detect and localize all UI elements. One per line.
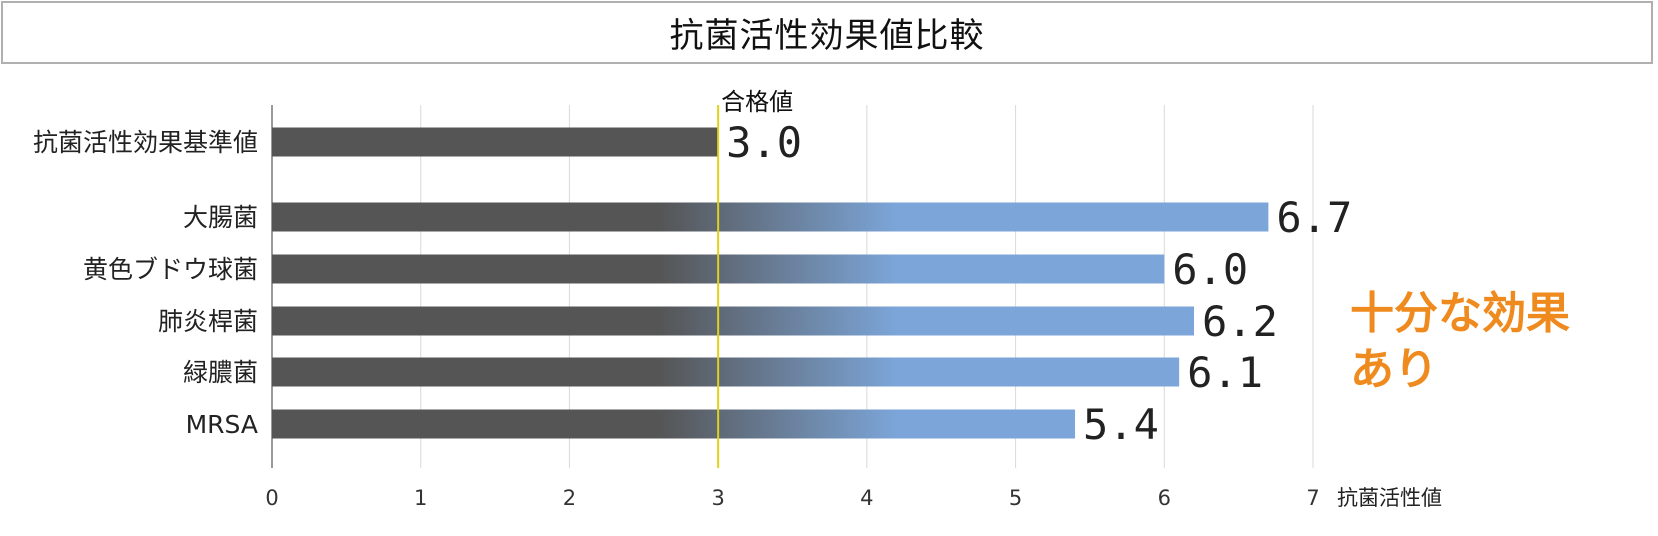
value-label: 6.1 bbox=[1187, 348, 1263, 397]
value-label: 6.2 bbox=[1202, 297, 1278, 346]
category-label: MRSA bbox=[186, 410, 258, 439]
value-label: 6.0 bbox=[1172, 245, 1248, 294]
bars bbox=[272, 127, 1269, 439]
reference-label: 合格値 bbox=[721, 88, 793, 116]
bar bbox=[272, 409, 1076, 439]
x-tick-label: 2 bbox=[563, 486, 576, 510]
x-tick-label: 6 bbox=[1158, 486, 1171, 510]
category-label: 抗菌活性効果基準値 bbox=[33, 128, 258, 157]
x-tick-label: 1 bbox=[414, 486, 427, 510]
category-label: 緑膿菌 bbox=[183, 358, 258, 387]
category-label: 肺炎桿菌 bbox=[158, 307, 258, 336]
value-label: 3.0 bbox=[726, 118, 802, 167]
annotation-line-2: あり bbox=[1350, 344, 1438, 395]
effect-annotation: 十分な効果 あり bbox=[1350, 286, 1570, 398]
bar bbox=[272, 202, 1269, 232]
bar bbox=[272, 127, 719, 157]
chart-title-box: 抗菌活性効果値比較 bbox=[1, 1, 1653, 64]
x-tick-label: 3 bbox=[711, 486, 724, 510]
labels: 0 1 2 3 4 5 6 7 抗菌活性値 抗菌活性効果基準値 3.0 大腸菌 6.7 黄色ブドウ球菌 6.… bbox=[33, 88, 1442, 510]
value-label: 6.7 bbox=[1276, 193, 1352, 242]
chart-title: 抗菌活性効果値比較 bbox=[669, 16, 985, 56]
bar bbox=[272, 357, 1180, 387]
x-tick-label: 0 bbox=[265, 486, 278, 510]
x-tick-label: 5 bbox=[1009, 486, 1022, 510]
x-axis-label: 抗菌活性値 bbox=[1337, 486, 1442, 510]
bar bbox=[272, 306, 1195, 336]
category-label: 大腸菌 bbox=[183, 203, 258, 232]
category-label: 黄色ブドウ球菌 bbox=[83, 255, 258, 284]
annotation-line-1: 十分な効果 bbox=[1350, 288, 1570, 339]
value-label: 5.4 bbox=[1083, 400, 1159, 449]
x-tick-label: 4 bbox=[860, 486, 873, 510]
x-tick-label: 7 bbox=[1306, 486, 1319, 510]
